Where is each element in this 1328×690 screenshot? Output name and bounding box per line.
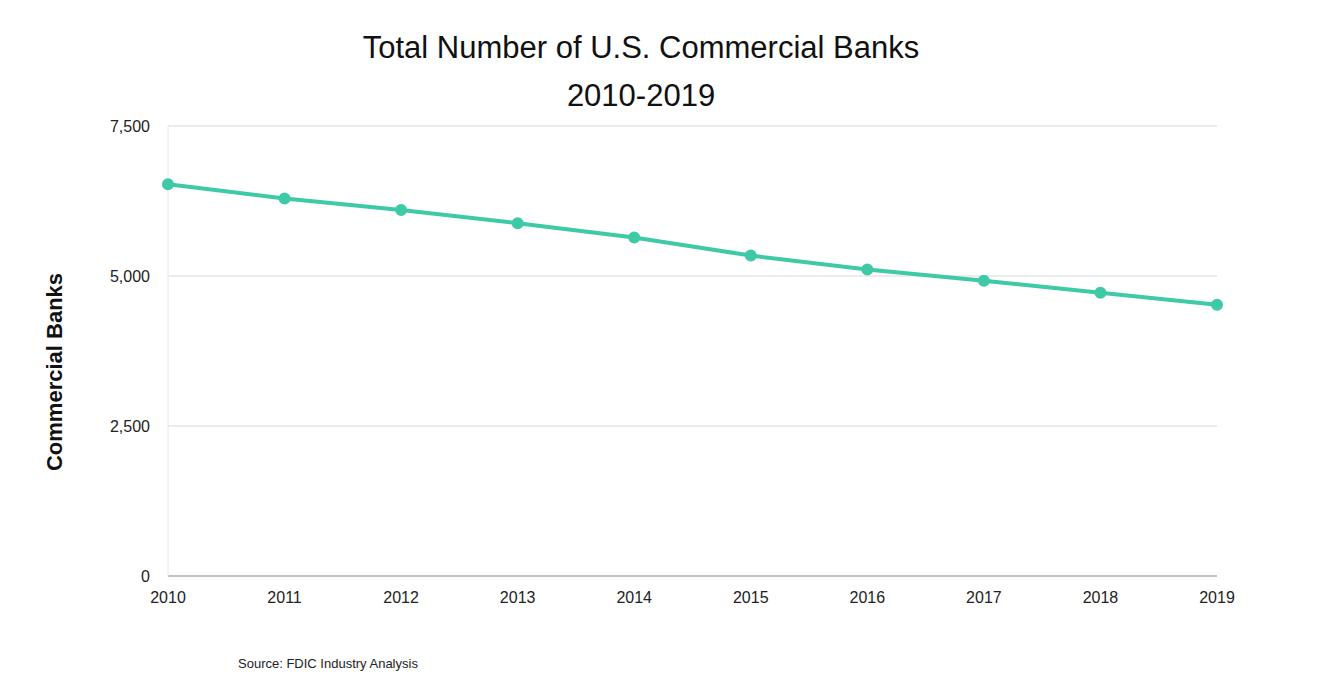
html-text:2010-2019: 2010-2019 xyxy=(566,78,716,113)
html-text:Total Number of U.S. Commercia: Total Number of U.S. Commercial Banks xyxy=(362,30,920,65)
svg-text:2,500: 2,500 xyxy=(110,418,150,435)
svg-text:2017: 2017 xyxy=(966,589,1002,606)
svg-text:2012: 2012 xyxy=(383,589,419,606)
svg-text:2016: 2016 xyxy=(850,589,886,606)
svg-text:2018: 2018 xyxy=(1083,589,1119,606)
svg-text:7,500: 7,500 xyxy=(110,118,150,135)
svg-text:2010: 2010 xyxy=(150,589,186,606)
svg-text:2014: 2014 xyxy=(616,589,652,606)
svg-text:2011: 2011 xyxy=(267,589,302,606)
svg-text:5,000: 5,000 xyxy=(110,268,150,285)
svg-text:2013: 2013 xyxy=(500,589,536,606)
svg-text:0: 0 xyxy=(141,568,150,585)
svg-text:2015: 2015 xyxy=(733,589,769,606)
svg-text:2019: 2019 xyxy=(1199,589,1235,606)
html-text:Source: FDIC Industry Analysis: Source: FDIC Industry Analysis xyxy=(238,656,418,671)
html-text:Commercial Banks: Commercial Banks xyxy=(42,273,67,471)
